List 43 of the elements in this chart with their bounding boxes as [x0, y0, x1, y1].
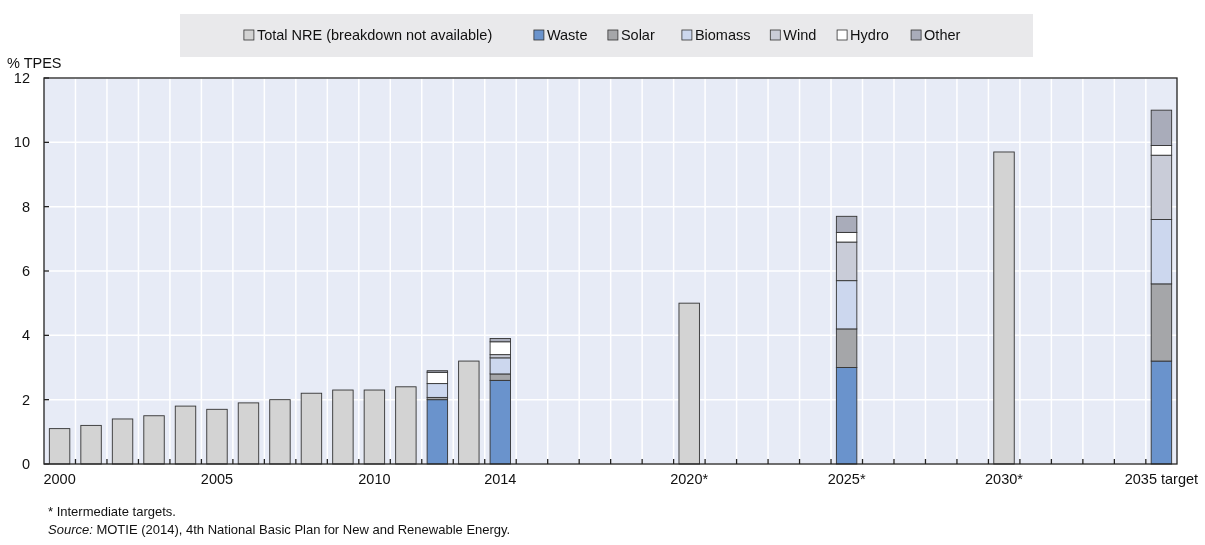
bar [395, 386, 417, 465]
bar [489, 341, 511, 356]
bar [111, 418, 134, 465]
legend-label: Total NRE (breakdown not available) [256, 27, 493, 43]
y-tick-label: 12 [13, 70, 30, 87]
y-tick-label: 6 [21, 263, 30, 280]
x-tick-label: 2030* [985, 471, 1024, 487]
x-tick-label: 2005 [200, 471, 234, 487]
legend-label: Biomass [694, 27, 751, 43]
x-tick-label: 2025* [827, 471, 866, 487]
bar [678, 302, 700, 465]
x-tick-label: 2000 [43, 471, 76, 487]
legend-label: Waste [546, 27, 588, 43]
bar [363, 389, 386, 465]
y-tick-label: 2 [21, 391, 30, 408]
y-tick-label: 8 [21, 198, 30, 215]
bar [489, 379, 511, 465]
x-tick-label: 2020* [670, 471, 709, 487]
legend-label: Other [924, 27, 961, 43]
source-note: Source: MOTIE (2014), 4th National Basic Plan for New and Renewable Energy. [48, 522, 511, 537]
bar [332, 389, 354, 465]
legend-label: Solar [620, 27, 655, 43]
y-tick-label: 0 [21, 456, 30, 473]
legend-label: Hydro [850, 27, 889, 43]
bar [174, 405, 197, 465]
x-tick-label: 2010 [358, 471, 391, 487]
bar [48, 428, 71, 465]
bar [206, 408, 228, 465]
legend-label: Wind [783, 27, 817, 43]
bar [143, 415, 165, 465]
bar [993, 151, 1015, 465]
bar [426, 399, 449, 465]
y-axis-title: % TPES [7, 55, 62, 71]
y-tick-label: 4 [21, 327, 30, 344]
bar [300, 392, 323, 465]
bar [458, 360, 480, 465]
bar [80, 424, 102, 465]
text: * Intermediate targets. [48, 504, 176, 519]
x-tick-label: 2014 [484, 471, 517, 487]
bar [237, 402, 260, 465]
y-tick-label: 10 [13, 134, 30, 151]
bar [269, 399, 291, 465]
x-tick-label: 2035 target [1124, 471, 1199, 487]
